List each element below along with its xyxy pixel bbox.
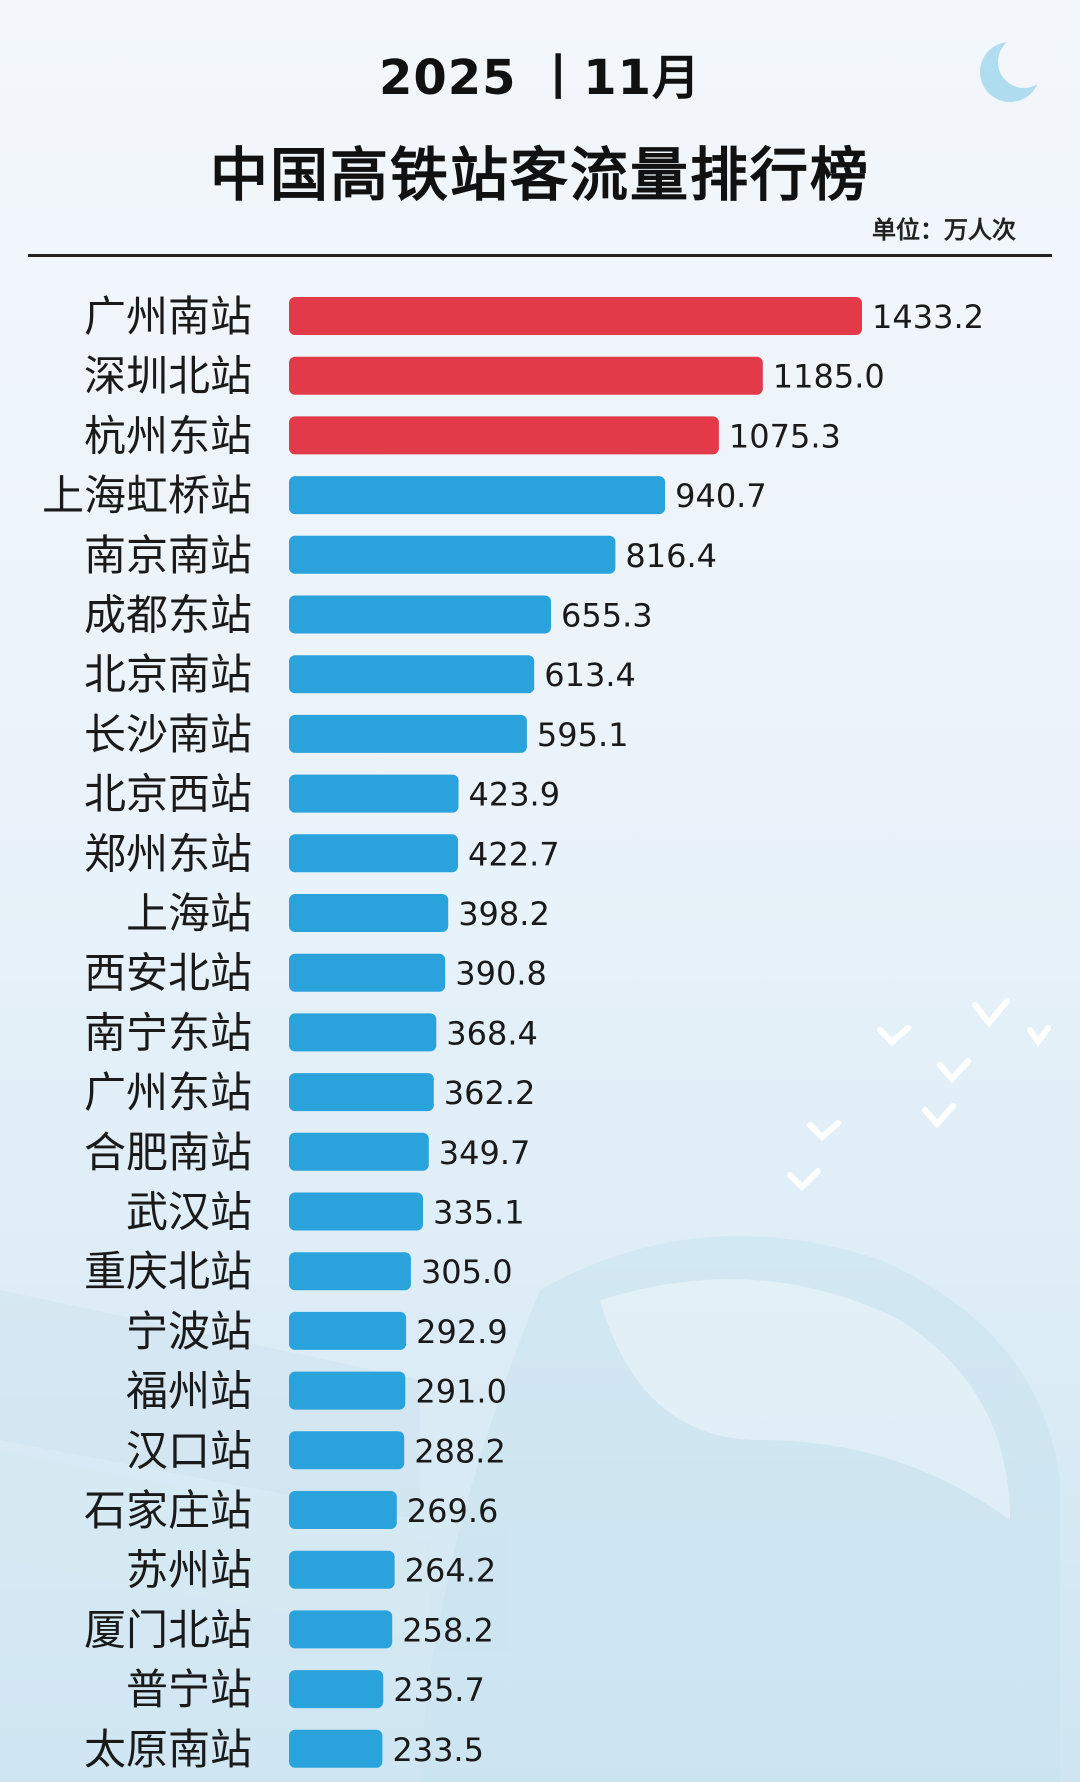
bar [289, 1013, 437, 1052]
station-label: 石家庄站 [84, 1486, 252, 1535]
bar [289, 476, 666, 515]
station-label: 福州站 [126, 1367, 252, 1416]
station-label: 普宁站 [126, 1665, 252, 1714]
bar [289, 1132, 429, 1171]
value-label: 595.1 [537, 716, 629, 754]
value-label: 816.4 [625, 537, 717, 575]
bar [289, 535, 616, 574]
bar [289, 714, 527, 753]
station-label: 汉口站 [126, 1426, 252, 1475]
bar [289, 1073, 434, 1112]
station-label: 合肥南站 [84, 1128, 252, 1177]
bar [289, 1252, 411, 1291]
value-label: 233.5 [392, 1731, 484, 1769]
station-label: 武汉站 [126, 1188, 252, 1237]
station-label: 北京西站 [84, 770, 252, 819]
bar [289, 655, 535, 694]
value-label: 613.4 [544, 656, 636, 694]
bar [289, 1311, 407, 1350]
value-label: 423.9 [468, 776, 560, 814]
chart-subtitle: 2025 丨11月 [378, 50, 702, 106]
value-label: 368.4 [446, 1014, 538, 1052]
bar [289, 1610, 393, 1649]
value-label: 264.2 [405, 1552, 497, 1590]
bar [289, 1491, 397, 1529]
value-label: 1433.2 [872, 298, 984, 336]
station-label: 上海虹桥站 [42, 471, 252, 520]
bar [289, 834, 458, 873]
value-label: 422.7 [468, 835, 560, 873]
bar [289, 595, 551, 634]
station-label: 上海站 [126, 889, 252, 938]
value-label: 362.2 [444, 1074, 536, 1112]
station-label: 北京南站 [84, 650, 252, 699]
bar [289, 1371, 406, 1410]
bar [289, 1192, 423, 1231]
bar [289, 1550, 395, 1589]
station-label: 南京南站 [84, 531, 252, 580]
station-label: 重庆北站 [84, 1247, 252, 1296]
value-label: 288.2 [414, 1432, 506, 1470]
station-label: 杭州东站 [84, 411, 252, 460]
bar [289, 1729, 383, 1768]
bar [289, 953, 446, 992]
bar-chart: 广州南站 1433.2 深圳北站 1185.0 杭州东站 1075.3 上海虹桥站 940.7… [42, 292, 984, 1774]
value-label: 1075.3 [729, 417, 841, 455]
bar [289, 416, 719, 455]
unit-label: 单位：万人次 [872, 216, 1016, 244]
value-label: 398.2 [458, 895, 550, 933]
station-label: 南宁东站 [84, 1008, 252, 1057]
value-label: 305.0 [421, 1253, 513, 1291]
value-label: 940.7 [675, 477, 767, 515]
header-divider [28, 254, 1052, 257]
bar [289, 1670, 384, 1709]
bar [289, 356, 763, 395]
value-label: 390.8 [455, 955, 547, 993]
bar [289, 894, 449, 932]
station-label: 厦门北站 [84, 1605, 252, 1654]
station-label: 广州南站 [84, 292, 252, 341]
station-label: 苏州站 [126, 1546, 252, 1595]
station-label: 广州东站 [84, 1068, 252, 1117]
value-label: 269.6 [407, 1492, 499, 1530]
bar [289, 297, 862, 335]
station-label: 深圳北站 [84, 352, 252, 401]
value-label: 258.2 [402, 1611, 494, 1649]
value-label: 292.9 [416, 1313, 508, 1351]
value-label: 655.3 [561, 597, 653, 635]
bar [289, 1431, 405, 1470]
station-label: 长沙南站 [84, 710, 252, 759]
value-label: 349.7 [439, 1134, 531, 1172]
value-label: 235.7 [393, 1671, 485, 1709]
station-label: 郑州东站 [84, 829, 252, 878]
value-label: 335.1 [433, 1194, 525, 1232]
station-label: 宁波站 [126, 1307, 252, 1356]
station-label: 成都东站 [84, 591, 252, 640]
value-label: 1185.0 [773, 358, 885, 396]
station-label: 太原南站 [84, 1725, 252, 1774]
chart-title: 中国高铁站客流量排行榜 [209, 141, 870, 209]
value-label: 291.0 [415, 1373, 507, 1411]
bar [289, 774, 459, 813]
station-label: 西安北站 [84, 949, 252, 998]
